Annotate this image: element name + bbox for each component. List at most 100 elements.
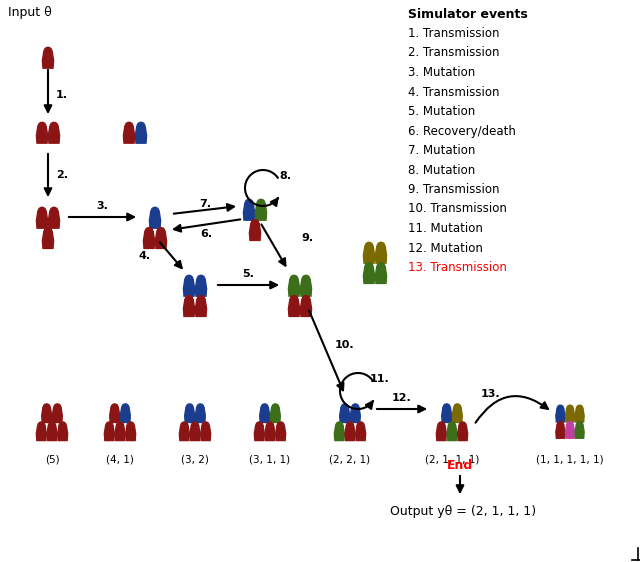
Circle shape bbox=[49, 422, 56, 429]
Circle shape bbox=[157, 228, 165, 235]
Polygon shape bbox=[255, 203, 267, 212]
Polygon shape bbox=[179, 426, 189, 434]
Polygon shape bbox=[458, 434, 468, 441]
Circle shape bbox=[577, 422, 583, 428]
Text: 2. Transmission: 2. Transmission bbox=[408, 47, 499, 60]
Polygon shape bbox=[42, 416, 52, 423]
Polygon shape bbox=[42, 241, 54, 248]
Text: Simulator events: Simulator events bbox=[408, 8, 528, 21]
Text: 5. Mutation: 5. Mutation bbox=[408, 105, 476, 118]
Circle shape bbox=[185, 296, 193, 303]
Polygon shape bbox=[185, 407, 195, 416]
Circle shape bbox=[257, 200, 265, 207]
Text: End: End bbox=[447, 459, 473, 472]
Polygon shape bbox=[364, 276, 374, 283]
Polygon shape bbox=[447, 434, 457, 441]
Circle shape bbox=[202, 422, 209, 429]
Circle shape bbox=[449, 422, 456, 429]
Text: 8.: 8. bbox=[279, 171, 291, 181]
Polygon shape bbox=[265, 426, 275, 434]
Polygon shape bbox=[350, 416, 360, 423]
Text: 10. Transmission: 10. Transmission bbox=[408, 202, 507, 215]
Circle shape bbox=[352, 404, 359, 411]
Polygon shape bbox=[52, 416, 62, 423]
Polygon shape bbox=[458, 426, 468, 434]
Polygon shape bbox=[36, 426, 46, 434]
Polygon shape bbox=[250, 224, 260, 233]
Polygon shape bbox=[442, 407, 452, 416]
Polygon shape bbox=[340, 407, 349, 416]
Text: (1, 1, 1, 1, 1): (1, 1, 1, 1, 1) bbox=[536, 454, 604, 464]
Polygon shape bbox=[136, 135, 147, 143]
Circle shape bbox=[151, 207, 159, 215]
Polygon shape bbox=[36, 434, 46, 441]
Circle shape bbox=[181, 422, 188, 429]
Text: (2, 2, 1): (2, 2, 1) bbox=[330, 454, 371, 464]
Circle shape bbox=[197, 404, 204, 411]
Circle shape bbox=[290, 296, 298, 303]
Circle shape bbox=[454, 404, 461, 411]
Circle shape bbox=[290, 275, 298, 283]
Text: (3, 1, 1): (3, 1, 1) bbox=[250, 454, 291, 464]
Polygon shape bbox=[289, 279, 300, 288]
Circle shape bbox=[557, 405, 563, 411]
Polygon shape bbox=[184, 309, 195, 316]
Circle shape bbox=[197, 275, 205, 283]
Circle shape bbox=[54, 404, 61, 411]
Circle shape bbox=[272, 404, 279, 411]
Polygon shape bbox=[115, 434, 125, 441]
Polygon shape bbox=[49, 220, 60, 228]
Circle shape bbox=[365, 242, 373, 250]
Circle shape bbox=[191, 422, 198, 429]
Circle shape bbox=[185, 275, 193, 283]
Text: (2, 1, 1, 1): (2, 1, 1, 1) bbox=[425, 454, 479, 464]
Polygon shape bbox=[300, 288, 312, 296]
Polygon shape bbox=[156, 232, 166, 241]
Polygon shape bbox=[350, 407, 360, 416]
Polygon shape bbox=[143, 232, 155, 241]
Polygon shape bbox=[195, 407, 205, 416]
Text: 4. Transmission: 4. Transmission bbox=[408, 85, 499, 98]
Text: 1.: 1. bbox=[56, 89, 68, 99]
Polygon shape bbox=[334, 434, 344, 441]
Polygon shape bbox=[136, 126, 147, 135]
Polygon shape bbox=[442, 416, 452, 423]
Text: 2.: 2. bbox=[56, 170, 68, 179]
Polygon shape bbox=[575, 416, 584, 422]
Polygon shape bbox=[184, 288, 195, 296]
Polygon shape bbox=[270, 407, 280, 416]
Polygon shape bbox=[190, 426, 200, 434]
Polygon shape bbox=[201, 434, 211, 441]
Polygon shape bbox=[345, 434, 355, 441]
Polygon shape bbox=[300, 309, 312, 316]
Polygon shape bbox=[124, 126, 134, 135]
Polygon shape bbox=[125, 434, 136, 441]
Circle shape bbox=[567, 422, 573, 428]
Polygon shape bbox=[376, 256, 387, 263]
Text: 11. Mutation: 11. Mutation bbox=[408, 222, 483, 235]
Circle shape bbox=[122, 404, 129, 411]
Polygon shape bbox=[376, 276, 387, 283]
Polygon shape bbox=[42, 61, 54, 68]
Polygon shape bbox=[195, 279, 207, 288]
Circle shape bbox=[357, 422, 364, 429]
Circle shape bbox=[50, 123, 58, 130]
Polygon shape bbox=[58, 434, 68, 441]
Text: 12.: 12. bbox=[392, 393, 412, 403]
Polygon shape bbox=[364, 247, 374, 256]
Circle shape bbox=[137, 123, 145, 130]
Polygon shape bbox=[289, 288, 300, 296]
Polygon shape bbox=[201, 426, 211, 434]
Circle shape bbox=[145, 228, 153, 235]
Circle shape bbox=[44, 47, 52, 55]
Polygon shape bbox=[42, 232, 54, 241]
Polygon shape bbox=[254, 434, 264, 441]
Polygon shape bbox=[120, 416, 131, 423]
Circle shape bbox=[438, 422, 445, 429]
Polygon shape bbox=[566, 409, 575, 416]
Polygon shape bbox=[52, 407, 62, 416]
Circle shape bbox=[302, 275, 310, 283]
Polygon shape bbox=[58, 426, 68, 434]
Polygon shape bbox=[243, 203, 255, 212]
Circle shape bbox=[365, 262, 373, 270]
